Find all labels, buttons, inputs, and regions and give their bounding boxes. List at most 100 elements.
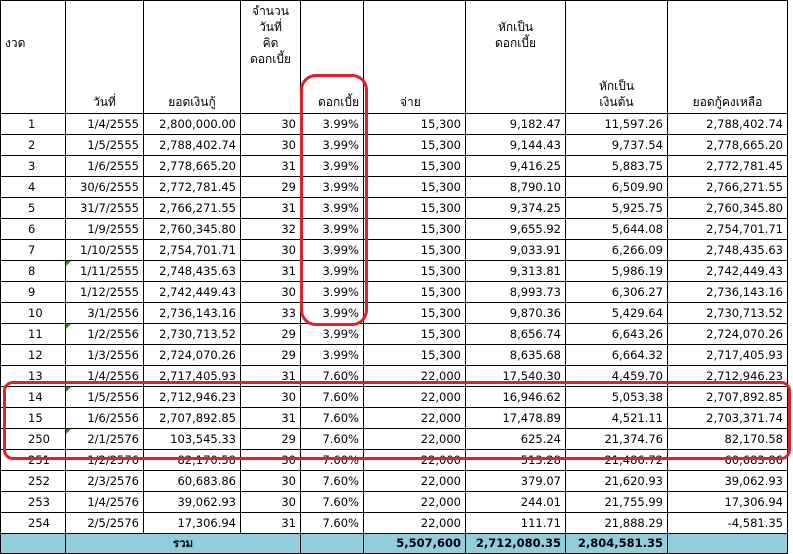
cell-period[interactable]: 253 xyxy=(0,491,66,513)
cell-days[interactable]: 33 xyxy=(240,302,301,324)
cell-days[interactable]: 31 xyxy=(240,512,301,534)
cell-date[interactable]: 2/3/2576 xyxy=(65,470,144,492)
cell-period[interactable]: 15 xyxy=(0,407,66,429)
total-principal-paid[interactable]: 2,804,581.35 xyxy=(565,533,668,554)
cell-principal-paid[interactable]: 6,266.09 xyxy=(565,239,668,261)
cell-remaining[interactable]: 2,707,892.85 xyxy=(667,386,788,408)
cell-principal-paid[interactable]: 9,737.54 xyxy=(565,134,668,156)
cell-pay[interactable]: 22,000 xyxy=(363,407,466,429)
cell-interest[interactable]: 17,540.30 xyxy=(465,365,566,387)
cell-pay[interactable]: 22,000 xyxy=(363,365,466,387)
cell-pay[interactable]: 22,000 xyxy=(363,470,466,492)
cell-rate[interactable]: 3.99% xyxy=(300,302,364,324)
cell-pay[interactable]: 15,300 xyxy=(363,218,466,240)
cell-rate[interactable]: 3.99% xyxy=(300,323,364,345)
cell-rate[interactable]: 7.60% xyxy=(300,470,364,492)
cell-interest[interactable]: 513.28 xyxy=(465,449,566,471)
cell-days[interactable]: 31 xyxy=(240,365,301,387)
cell-rate[interactable]: 3.99% xyxy=(300,134,364,156)
cell-pay[interactable]: 15,300 xyxy=(363,302,466,324)
cell-rate[interactable]: 7.60% xyxy=(300,512,364,534)
cell-rate[interactable]: 3.99% xyxy=(300,155,364,177)
cell-principal[interactable]: 2,736,143.16 xyxy=(143,302,241,324)
cell-remaining[interactable]: 2,788,402.74 xyxy=(667,113,788,135)
cell-rate[interactable]: 3.99% xyxy=(300,260,364,282)
cell-period[interactable]: 13 xyxy=(0,365,66,387)
cell-principal[interactable]: 2,742,449.43 xyxy=(143,281,241,303)
cell-date[interactable]: 30/6/2555 xyxy=(65,176,144,198)
cell-date[interactable]: 1/2/2576 xyxy=(65,449,144,471)
cell-pay[interactable]: 15,300 xyxy=(363,281,466,303)
cell-principal[interactable]: 82,170.58 xyxy=(143,449,241,471)
cell-interest[interactable]: 8,635.68 xyxy=(465,344,566,366)
cell-principal-paid[interactable]: 5,986.19 xyxy=(565,260,668,282)
cell-principal[interactable]: 2,724,070.26 xyxy=(143,344,241,366)
total-label[interactable]: รวม xyxy=(65,533,301,554)
cell-remaining[interactable]: -4,581.35 xyxy=(667,512,788,534)
cell-period[interactable]: 2 xyxy=(0,134,66,156)
cell-remaining[interactable]: 17,306.94 xyxy=(667,491,788,513)
cell-principal[interactable]: 2,760,345.80 xyxy=(143,218,241,240)
cell-date[interactable]: 1/4/2556 xyxy=(65,365,144,387)
cell-principal-paid[interactable]: 5,429.64 xyxy=(565,302,668,324)
total-pay[interactable]: 5,507,600 xyxy=(363,533,466,554)
cell-principal[interactable]: 2,788,402.74 xyxy=(143,134,241,156)
cell-principal-paid[interactable]: 4,521.11 xyxy=(565,407,668,429)
cell-principal-paid[interactable]: 5,053.38 xyxy=(565,386,668,408)
cell-interest[interactable]: 111.71 xyxy=(465,512,566,534)
cell-date[interactable]: 1/6/2556 xyxy=(65,407,144,429)
cell-date[interactable]: 3/1/2556 xyxy=(65,302,144,324)
cell-days[interactable]: 30 xyxy=(240,134,301,156)
cell-principal[interactable]: 2,707,892.85 xyxy=(143,407,241,429)
cell-principal-paid[interactable]: 6,509.90 xyxy=(565,176,668,198)
cell-pay[interactable]: 15,300 xyxy=(363,344,466,366)
cell-period[interactable]: 6 xyxy=(0,218,66,240)
cell-principal-paid[interactable]: 11,597.26 xyxy=(565,113,668,135)
cell-principal[interactable]: 2,772,781.45 xyxy=(143,176,241,198)
cell-rate[interactable]: 7.60% xyxy=(300,428,364,450)
cell-rate[interactable]: 3.99% xyxy=(300,197,364,219)
total-interest[interactable]: 2,712,080.35 xyxy=(465,533,566,554)
cell-days[interactable]: 30 xyxy=(240,470,301,492)
cell-date[interactable]: 1/5/2556 xyxy=(65,386,144,408)
cell-principal[interactable]: 2,778,665.20 xyxy=(143,155,241,177)
cell-rate[interactable]: 3.99% xyxy=(300,113,364,135)
cell-pay[interactable]: 15,300 xyxy=(363,155,466,177)
cell-period[interactable]: 14 xyxy=(0,386,66,408)
cell-remaining[interactable]: 39,062.93 xyxy=(667,470,788,492)
cell-principal-paid[interactable]: 4,459.70 xyxy=(565,365,668,387)
cell-remaining[interactable]: 82,170.58 xyxy=(667,428,788,450)
cell-period[interactable]: 12 xyxy=(0,344,66,366)
cell-interest[interactable]: 9,033.91 xyxy=(465,239,566,261)
cell-rate[interactable]: 3.99% xyxy=(300,239,364,261)
cell-rate[interactable]: 7.60% xyxy=(300,407,364,429)
cell-interest[interactable]: 17,478.89 xyxy=(465,407,566,429)
cell-principal[interactable]: 2,717,405.93 xyxy=(143,365,241,387)
cell-principal-paid[interactable]: 6,643.26 xyxy=(565,323,668,345)
cell-principal[interactable]: 39,062.93 xyxy=(143,491,241,513)
cell-interest[interactable]: 9,144.43 xyxy=(465,134,566,156)
cell-principal-paid[interactable]: 5,925.75 xyxy=(565,197,668,219)
cell-days[interactable]: 29 xyxy=(240,176,301,198)
cell-interest[interactable]: 9,182.47 xyxy=(465,113,566,135)
cell-interest[interactable]: 16,946.62 xyxy=(465,386,566,408)
cell-interest[interactable]: 8,993.73 xyxy=(465,281,566,303)
cell-principal-paid[interactable]: 6,664.32 xyxy=(565,344,668,366)
cell-principal-paid[interactable]: 6,306.27 xyxy=(565,281,668,303)
cell-principal[interactable]: 103,545.33 xyxy=(143,428,241,450)
cell-period[interactable]: 8 xyxy=(0,260,66,282)
cell-remaining[interactable]: 2,754,701.71 xyxy=(667,218,788,240)
cell-pay[interactable]: 22,000 xyxy=(363,491,466,513)
cell-principal[interactable]: 2,748,435.63 xyxy=(143,260,241,282)
cell-principal-paid[interactable]: 21,620.93 xyxy=(565,470,668,492)
cell-pay[interactable]: 15,300 xyxy=(363,323,466,345)
cell-period[interactable]: 7 xyxy=(0,239,66,261)
cell-rate[interactable]: 3.99% xyxy=(300,281,364,303)
cell-interest[interactable]: 9,416.25 xyxy=(465,155,566,177)
cell-period[interactable]: 10 xyxy=(0,302,66,324)
cell-remaining[interactable]: 2,717,405.93 xyxy=(667,344,788,366)
cell-principal-paid[interactable]: 5,883.75 xyxy=(565,155,668,177)
cell-rate[interactable]: 3.99% xyxy=(300,176,364,198)
cell-period[interactable]: 11 xyxy=(0,323,66,345)
cell-pay[interactable]: 22,000 xyxy=(363,449,466,471)
